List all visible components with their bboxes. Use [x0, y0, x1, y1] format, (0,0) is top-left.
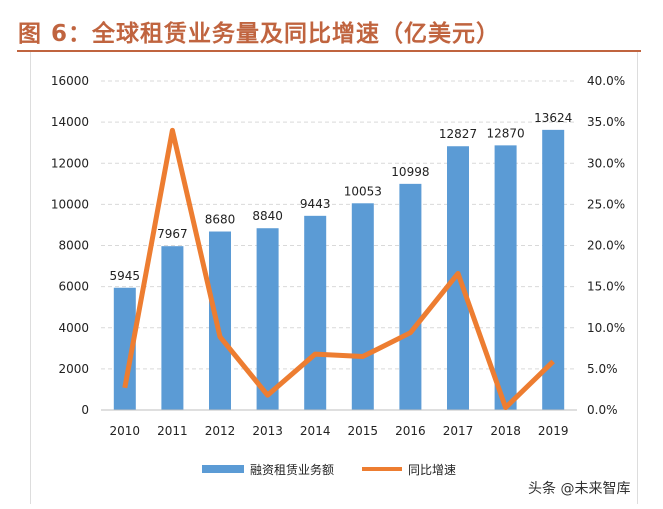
title-underline: [17, 50, 641, 52]
bar-data-label: 10998: [391, 165, 429, 179]
bar: [304, 215, 327, 410]
right-tick-label: 5.0%: [587, 362, 618, 376]
bar-data-label: 7967: [157, 227, 188, 241]
bar-data-label: 9443: [300, 197, 331, 211]
bar: [161, 246, 184, 410]
left-tick-label: 12000: [51, 156, 89, 170]
x-tick-label: 2017: [443, 424, 474, 438]
figure-title: 图 6：全球租赁业务量及同比增速（亿美元）: [18, 21, 501, 47]
x-tick-label: 2011: [157, 424, 188, 438]
right-tick-label: 30.0%: [587, 156, 625, 170]
x-tick-label: 2015: [348, 424, 379, 438]
x-tick-label: 2012: [205, 424, 236, 438]
x-tick-label: 2013: [252, 424, 283, 438]
bar-data-label: 8680: [205, 213, 236, 227]
bar-data-label: 8840: [252, 209, 283, 223]
growth-line: [122, 127, 555, 411]
x-tick-label: 2014: [300, 424, 331, 438]
bar: [542, 129, 565, 410]
right-tick-label: 40.0%: [587, 74, 625, 88]
bar-data-label: 10053: [344, 184, 382, 198]
left-tick-label: 6000: [58, 280, 89, 294]
bar: [351, 203, 374, 410]
right-tick-label: 25.0%: [587, 197, 625, 211]
legend-label-line: 同比增速: [408, 463, 456, 477]
right-tick-label: 15.0%: [587, 280, 625, 294]
left-tick-label: 2000: [58, 362, 89, 376]
bar-data-label: 12827: [439, 127, 477, 141]
bar: [113, 287, 136, 410]
right-tick-label: 10.0%: [587, 321, 625, 335]
bar: [399, 183, 422, 410]
left-tick-label: 4000: [58, 321, 89, 335]
bar: [209, 231, 231, 410]
bar-data-label: 12870: [487, 126, 525, 140]
bar-data-label: 13624: [534, 111, 572, 125]
left-tick-label: 8000: [58, 239, 89, 253]
bar: [256, 228, 279, 410]
x-tick-label: 2018: [490, 424, 521, 438]
legend-swatch-bar: [202, 465, 244, 473]
x-tick-label: 2010: [110, 424, 141, 438]
left-tick-label: 16000: [51, 74, 89, 88]
bar-data-label: 5945: [110, 269, 141, 283]
watermark: 头条 @未来智库: [528, 481, 631, 497]
left-tick-label: 10000: [51, 197, 89, 211]
bar: [494, 145, 517, 410]
x-tick-label: 2016: [395, 424, 426, 438]
left-tick-label: 14000: [51, 115, 89, 129]
right-tick-label: 0.0%: [587, 403, 618, 417]
right-tick-label: 35.0%: [587, 115, 625, 129]
right-tick-label: 20.0%: [587, 239, 625, 253]
x-tick-label: 2019: [538, 424, 569, 438]
chart-frame: [30, 52, 638, 504]
legend-label-bar: 融资租赁业务额: [250, 462, 334, 477]
left-tick-label: 0: [81, 403, 89, 417]
